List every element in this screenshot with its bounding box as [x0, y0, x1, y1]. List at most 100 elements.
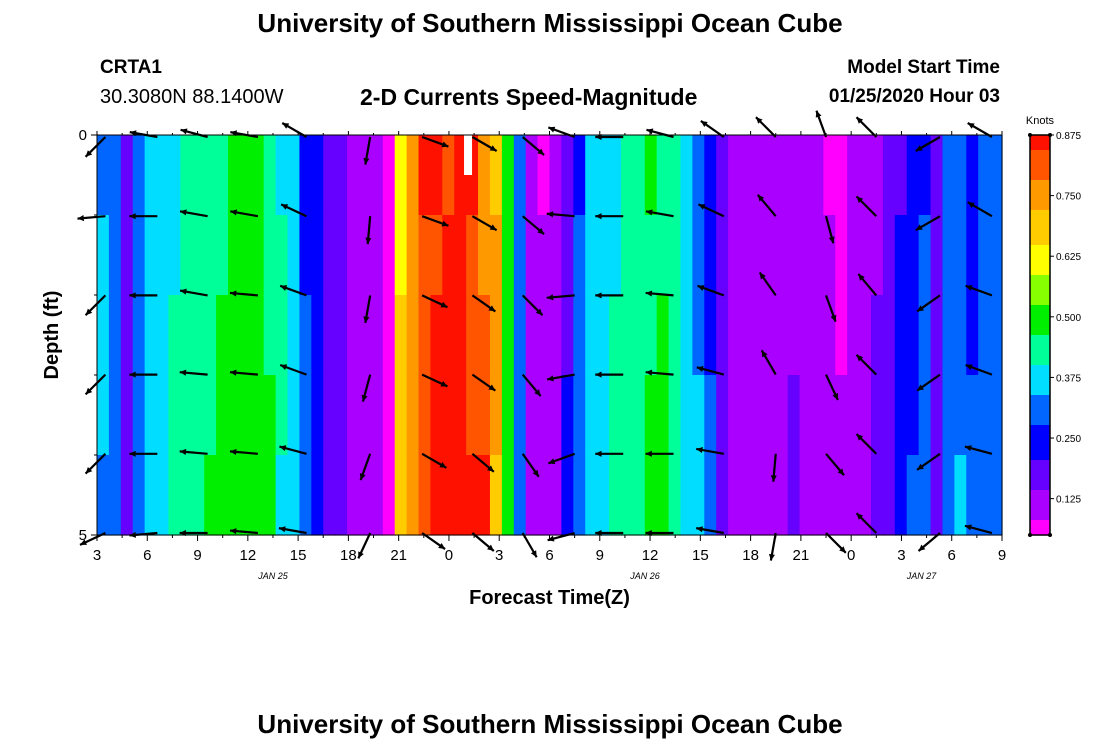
vector-head — [279, 445, 287, 452]
current-vector — [421, 452, 447, 469]
heat-cell — [144, 455, 158, 536]
colorbar-swatch — [1030, 165, 1050, 171]
vector-head — [77, 215, 85, 222]
current-vector — [758, 271, 777, 297]
heat-cell — [549, 215, 563, 296]
heat-cell — [525, 295, 539, 376]
heat-cell — [168, 375, 181, 456]
heat-cell — [751, 455, 765, 536]
colorbar-tick-label: 0.750 — [1056, 192, 1081, 203]
heat-cell — [740, 455, 753, 536]
heat-cell — [382, 135, 396, 216]
current-vector — [855, 512, 878, 534]
heat-cell — [370, 215, 384, 296]
heat-cell — [168, 295, 181, 376]
colorbar-swatch — [1030, 495, 1050, 501]
current-vector — [421, 215, 449, 227]
heat-cell — [239, 215, 253, 296]
colorbar-swatch — [1030, 405, 1050, 411]
heat-cell — [394, 375, 408, 456]
x-tick-label: 9 — [998, 547, 1006, 564]
heat-cell — [787, 215, 801, 296]
heat-cell — [775, 375, 789, 456]
heat-cell — [239, 455, 253, 536]
vector-head — [757, 194, 765, 202]
heat-cell — [918, 135, 932, 216]
vector-head — [530, 550, 537, 558]
heat-cell — [347, 455, 360, 536]
current-vector — [521, 453, 540, 478]
current-vector — [546, 373, 575, 382]
heat-cell — [132, 455, 146, 536]
heat-cell — [680, 215, 693, 296]
heat-cell — [418, 295, 432, 376]
heat-cell — [894, 455, 908, 536]
date-label: JAN 25 — [257, 571, 289, 581]
heat-cell — [394, 455, 408, 536]
colorbar-swatch — [1030, 395, 1050, 401]
vector-head — [964, 445, 972, 452]
current-vector — [756, 194, 777, 217]
heat-cell — [704, 135, 717, 216]
vector-head — [535, 308, 543, 316]
current-vector — [521, 373, 542, 397]
heat-cell — [525, 455, 539, 536]
vector-head — [129, 371, 136, 378]
heat-cell — [644, 135, 658, 216]
colorbar-swatch — [1030, 145, 1050, 151]
heat-cell — [394, 215, 408, 296]
heat-cell — [668, 135, 682, 216]
heat-cell — [692, 215, 705, 296]
current-vector — [546, 294, 575, 301]
vector-head — [832, 392, 838, 400]
heat-cell — [990, 215, 1003, 296]
heat-cell — [894, 215, 908, 296]
vector-head — [229, 290, 237, 297]
heat-cell — [168, 215, 181, 296]
heat-cell — [644, 215, 658, 296]
heat-cell — [978, 215, 991, 296]
heat-cell — [466, 375, 479, 456]
current-vector — [916, 452, 941, 471]
vector-head — [180, 209, 187, 216]
current-vector — [965, 363, 993, 376]
current-vector — [357, 532, 372, 559]
current-vector — [421, 135, 449, 148]
heat-cell — [227, 215, 241, 296]
heat-cell — [763, 375, 777, 456]
current-vector — [855, 116, 878, 138]
current-vector — [595, 292, 624, 299]
x-tick-label: 6 — [143, 547, 151, 564]
heat-cell — [859, 375, 872, 456]
heat-cell — [632, 455, 646, 536]
colorbar-swatch — [1030, 515, 1050, 521]
colorbar-swatch — [1030, 520, 1050, 526]
heat-cell — [740, 135, 753, 216]
heat-cell — [287, 455, 301, 536]
heat-cell — [930, 375, 944, 456]
current-vector — [229, 528, 258, 535]
heat-cell — [97, 135, 110, 216]
current-vector — [421, 294, 448, 309]
colorbar-swatch — [1030, 150, 1050, 156]
colorbar-end-dot — [1048, 533, 1052, 537]
x-tick-label: 21 — [390, 547, 407, 564]
heat-cell — [668, 215, 682, 296]
heat-cell — [930, 295, 944, 376]
heat-cell — [108, 295, 122, 376]
colorbar-swatch — [1030, 255, 1050, 261]
vector-head — [85, 308, 93, 316]
vector-head — [697, 285, 705, 291]
heat-cell — [787, 375, 801, 456]
vector-head — [856, 196, 864, 204]
vector-head — [967, 202, 975, 208]
heat-cell — [335, 295, 348, 376]
heat-cell — [430, 295, 443, 376]
heat-cell — [144, 295, 158, 376]
heat-cell — [811, 215, 824, 296]
colorbar-end-dot — [1028, 133, 1032, 137]
heat-cell — [597, 455, 610, 536]
heat-cell — [501, 215, 515, 296]
heat-cell — [489, 375, 503, 456]
heat-cell — [990, 375, 1003, 456]
